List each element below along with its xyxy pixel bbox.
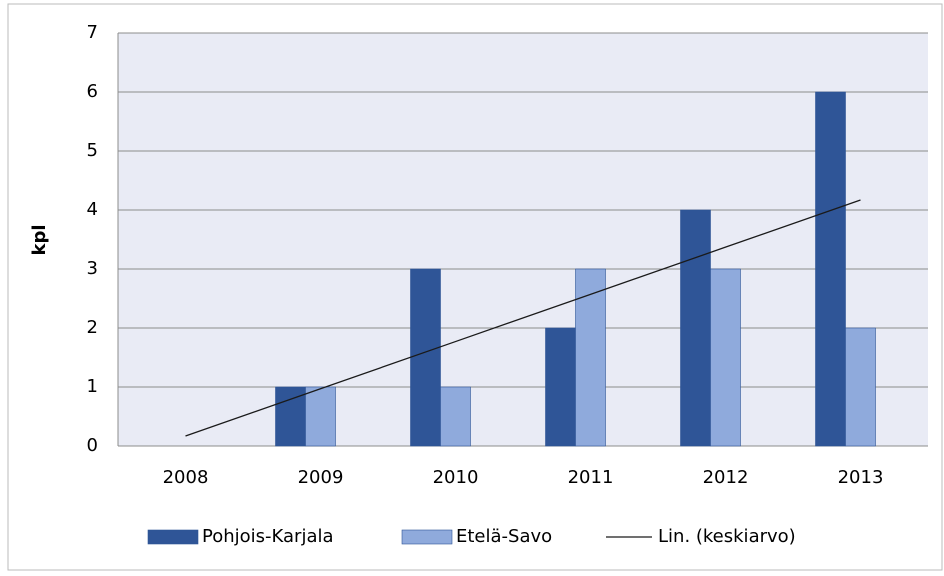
plot-area bbox=[118, 33, 928, 446]
legend-label: Pohjois-Karjala bbox=[202, 526, 334, 547]
bar bbox=[410, 268, 441, 447]
bar bbox=[305, 386, 336, 447]
bar bbox=[710, 268, 741, 447]
legend-swatch bbox=[401, 529, 453, 545]
trend-line bbox=[185, 199, 861, 437]
x-tick-label: 2013 bbox=[838, 467, 884, 488]
y-tick-label: 4 bbox=[87, 199, 98, 220]
y-tick-label: 1 bbox=[87, 376, 98, 397]
x-tick-label: 2011 bbox=[568, 467, 614, 488]
legend-label: Lin. (keskiarvo) bbox=[658, 526, 796, 547]
y-tick-label: 6 bbox=[87, 81, 98, 102]
y-tick-label: 3 bbox=[87, 258, 98, 279]
bar bbox=[575, 268, 606, 447]
y-tick-label: 7 bbox=[87, 22, 98, 43]
x-tick-label: 2008 bbox=[163, 467, 209, 488]
y-tick-label: 0 bbox=[87, 435, 98, 456]
x-tick-label: 2009 bbox=[298, 467, 344, 488]
legend-swatch bbox=[147, 529, 199, 545]
bar bbox=[545, 327, 576, 447]
bar bbox=[845, 327, 876, 447]
y-tick-label: 2 bbox=[87, 317, 98, 338]
y-axis-label: kpl bbox=[29, 224, 50, 255]
bar bbox=[275, 386, 306, 447]
x-tick-label: 2010 bbox=[433, 467, 479, 488]
bar bbox=[815, 91, 846, 447]
y-tick-label: 5 bbox=[87, 140, 98, 161]
bar bbox=[440, 386, 471, 447]
x-tick-label: 2012 bbox=[703, 467, 749, 488]
bar bbox=[680, 209, 711, 447]
legend-label: Etelä-Savo bbox=[456, 526, 552, 547]
